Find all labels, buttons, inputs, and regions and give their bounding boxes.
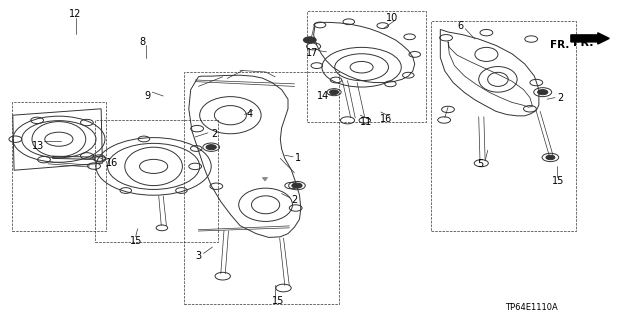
Polygon shape <box>262 178 268 181</box>
Circle shape <box>292 183 302 188</box>
Text: 2: 2 <box>557 92 563 103</box>
Text: 13: 13 <box>32 140 45 151</box>
Text: 16: 16 <box>380 114 393 124</box>
Text: 1: 1 <box>294 153 301 164</box>
Text: 10: 10 <box>386 12 399 23</box>
Text: 4: 4 <box>246 108 253 119</box>
Text: 8: 8 <box>139 36 145 47</box>
Text: TP64E1110A: TP64E1110A <box>505 303 557 312</box>
Text: 15: 15 <box>129 236 142 246</box>
Circle shape <box>538 90 548 95</box>
Text: 6: 6 <box>458 20 464 31</box>
Circle shape <box>303 37 316 43</box>
Circle shape <box>330 90 339 94</box>
Text: 17: 17 <box>306 48 319 58</box>
Text: FR.: FR. <box>573 38 594 48</box>
Text: FR.: FR. <box>550 40 570 51</box>
Text: 3: 3 <box>195 251 202 261</box>
Text: 2: 2 <box>211 129 218 140</box>
Text: 5: 5 <box>477 159 483 169</box>
Text: 14: 14 <box>317 91 330 101</box>
Circle shape <box>206 145 216 150</box>
Text: 9: 9 <box>144 91 150 101</box>
Text: 12: 12 <box>69 9 82 19</box>
Text: 11: 11 <box>360 117 372 127</box>
FancyArrow shape <box>571 33 609 44</box>
Text: 2: 2 <box>291 195 298 205</box>
Text: 15: 15 <box>552 176 564 186</box>
Circle shape <box>546 155 555 160</box>
Text: 15: 15 <box>272 296 285 307</box>
Text: 16: 16 <box>106 158 118 168</box>
